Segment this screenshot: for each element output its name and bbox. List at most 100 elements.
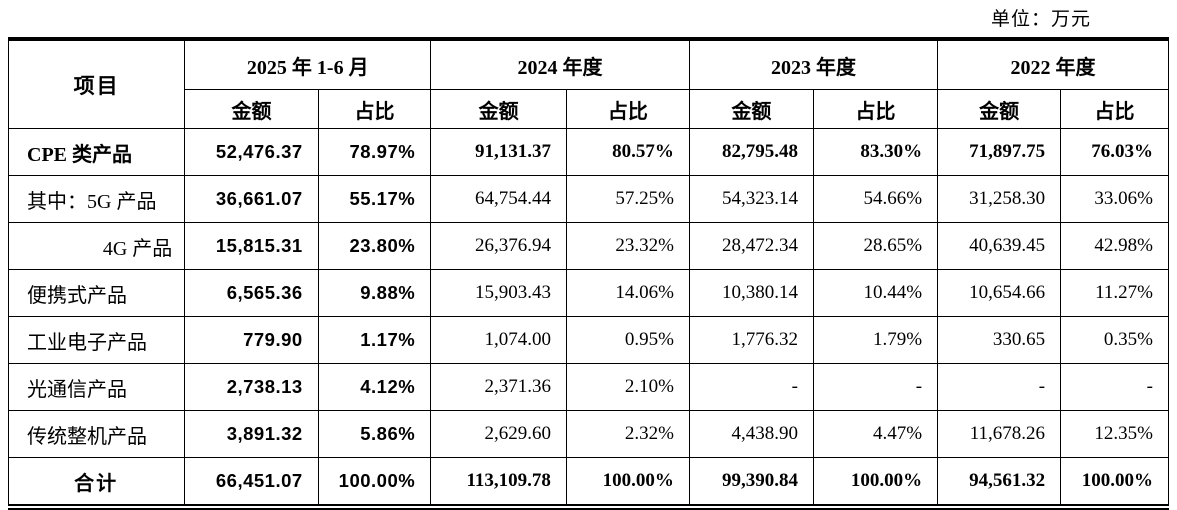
subheader-amount-2024: 金额 (430, 89, 567, 129)
table-body: CPE 类产品 52,476.37 78.97% 91,131.37 80.57% 82,… (7, 128, 1169, 506)
table-row: CPE 类产品 52,476.37 78.97% 91,131.37 80.57% 82,… (7, 128, 1169, 176)
table-cell: 5.86% (317, 410, 432, 458)
table-cell: 82,795.48 (688, 128, 815, 176)
table-cell: 78.97% (317, 128, 432, 176)
table-cell: - (937, 363, 1062, 411)
table-cell: 2,738.13 (184, 363, 319, 411)
table-cell: 100.00% (565, 457, 690, 506)
table-cell: 9.88% (317, 269, 432, 317)
row-label: CPE 类产品 (7, 128, 186, 176)
col-group-2023: 2023 年度 (688, 38, 939, 90)
table-row: 便携式产品 6,565.36 9.88% 15,903.43 14.06% 10,380.… (7, 269, 1169, 317)
table-cell: 6,565.36 (184, 269, 319, 317)
subheader-percent-2023: 占比 (812, 89, 939, 129)
table-cell: 66,451.07 (184, 457, 319, 506)
unit-label: 单位：万元 (990, 9, 1091, 30)
row-label: 光通信产品 (7, 363, 186, 411)
subheader-amount-2022: 金额 (937, 89, 1062, 129)
table-cell: 33.06% (1060, 175, 1169, 223)
table-cell: 80.57% (565, 128, 690, 176)
table-cell: 10,654.66 (937, 269, 1062, 317)
table-cell: 2,629.60 (430, 410, 567, 458)
table-cell: 28.65% (812, 222, 939, 270)
table-cell: 28,472.34 (688, 222, 815, 270)
table-cell: 15,903.43 (430, 269, 567, 317)
header-group-row: 项目 2025 年 1-6 月 2024 年度 2023 年度 2022 年度 (7, 38, 1169, 129)
table-cell: 0.95% (565, 316, 690, 364)
table-cell: 100.00% (812, 457, 939, 506)
row-label: 便携式产品 (7, 269, 186, 317)
table-row: 光通信产品 2,738.13 4.12% 2,371.36 2.10% - - - - (7, 363, 1169, 411)
table-cell: 64,754.44 (430, 175, 567, 223)
col-group-2022: 2022 年度 (937, 38, 1169, 90)
table-header: 项目 2025 年 1-6 月 2024 年度 2023 年度 2022 年度 … (7, 38, 1169, 129)
table-cell: 113,109.78 (430, 457, 567, 506)
table-cell: 0.35% (1060, 316, 1169, 364)
table-cell: 11.27% (1060, 269, 1169, 317)
table-row: 合计 66,451.07 100.00% 113,109.78 100.00% 99,39… (7, 457, 1169, 506)
table-cell: 3,891.32 (184, 410, 319, 458)
table-cell: 99,390.84 (688, 457, 815, 506)
table-cell: 330.65 (937, 316, 1062, 364)
table-cell: - (812, 363, 939, 411)
subheader-percent-2022: 占比 (1060, 89, 1169, 129)
table-cell: 36,661.07 (184, 175, 319, 223)
table-cell: 4,438.90 (688, 410, 815, 458)
row-label: 4G 产品 (7, 222, 186, 270)
table-row: 工业电子产品 779.90 1.17% 1,074.00 0.95% 1,776.32 1.… (7, 316, 1169, 364)
table-row: 4G 产品 15,815.31 23.80% 26,376.94 23.32% 28,47… (7, 222, 1169, 270)
table-cell: 11,678.26 (937, 410, 1062, 458)
bottom-double-rule (8, 508, 1169, 510)
table-cell: 4.12% (317, 363, 432, 411)
table-cell: 54.66% (812, 175, 939, 223)
table-cell: 71,897.75 (937, 128, 1062, 176)
table-cell: 94,561.32 (937, 457, 1062, 506)
table-cell: 15,815.31 (184, 222, 319, 270)
table-cell: 54,323.14 (688, 175, 815, 223)
row-label: 工业电子产品 (7, 316, 186, 364)
table-cell: 1.17% (317, 316, 432, 364)
row-label: 合计 (7, 457, 186, 506)
table-cell: 2.10% (565, 363, 690, 411)
table-cell: 23.32% (565, 222, 690, 270)
table-cell: 100.00% (317, 457, 432, 506)
table-cell: 14.06% (565, 269, 690, 317)
table-cell: 2,371.36 (430, 363, 567, 411)
table-cell: 91,131.37 (430, 128, 567, 176)
row-label: 其中：5G 产品 (7, 175, 186, 223)
subheader-percent-2024: 占比 (565, 89, 690, 129)
table-cell: 83.30% (812, 128, 939, 176)
table-cell: 779.90 (184, 316, 319, 364)
table-cell: 55.17% (317, 175, 432, 223)
table-cell: 1,074.00 (430, 316, 567, 364)
table-cell: 100.00% (1060, 457, 1169, 506)
table-row: 其中：5G 产品 36,661.07 55.17% 64,754.44 57.25% 54… (7, 175, 1169, 223)
table-cell: 40,639.45 (937, 222, 1062, 270)
table-cell: 10,380.14 (688, 269, 815, 317)
header-sub-row: 金额 占比 金额 占比 金额 占比 金额 占比 (9, 89, 1169, 129)
table-cell: 26,376.94 (430, 222, 567, 270)
table-cell: 12.35% (1060, 410, 1169, 458)
subheader-amount-2023: 金额 (688, 89, 815, 129)
table-cell: 23.80% (317, 222, 432, 270)
table-cell: 42.98% (1060, 222, 1169, 270)
subheader-amount-2025: 金额 (184, 89, 319, 129)
table-cell: 57.25% (565, 175, 690, 223)
subheader-percent-2025: 占比 (317, 89, 432, 129)
table-cell: 1,776.32 (688, 316, 815, 364)
table-cell: - (688, 363, 815, 411)
item-column-header: 项目 (7, 38, 186, 129)
table-wrap: 项目 2025 年 1-6 月 2024 年度 2023 年度 2022 年度 … (7, 37, 1169, 510)
table-cell: 76.03% (1060, 128, 1169, 176)
table-cell: 52,476.37 (184, 128, 319, 176)
table-cell: 2.32% (565, 410, 690, 458)
table-cell: 31,258.30 (937, 175, 1062, 223)
table-cell: 1.79% (812, 316, 939, 364)
table-cell: 10.44% (812, 269, 939, 317)
col-group-2024: 2024 年度 (430, 38, 690, 90)
row-label: 传统整机产品 (7, 410, 186, 458)
table-row: 传统整机产品 3,891.32 5.86% 2,629.60 2.32% 4,438.90… (7, 410, 1169, 458)
revenue-table: 项目 2025 年 1-6 月 2024 年度 2023 年度 2022 年度 … (7, 37, 1169, 506)
table-cell: - (1060, 363, 1169, 411)
table-cell: 4.47% (812, 410, 939, 458)
